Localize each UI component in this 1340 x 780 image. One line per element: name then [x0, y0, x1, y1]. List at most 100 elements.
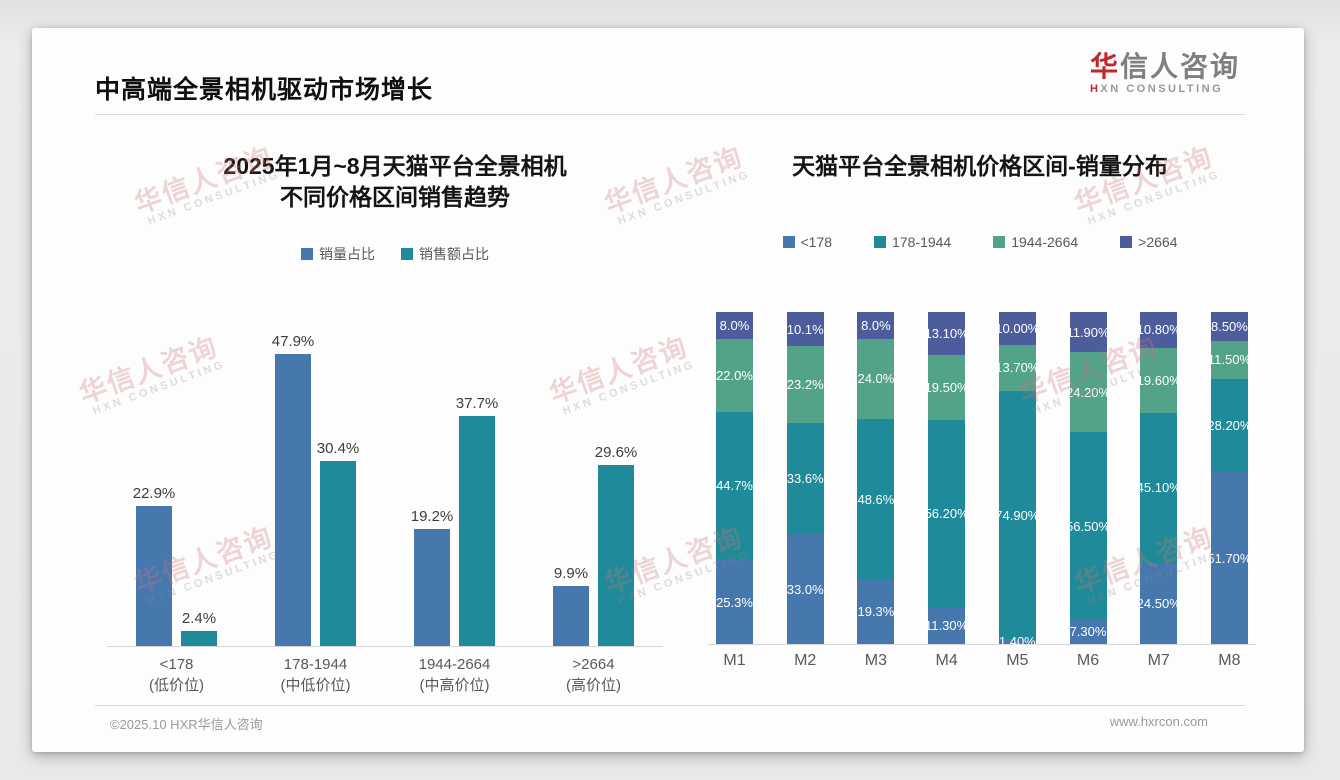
bar-value-label: 47.9%	[271, 333, 315, 350]
bar-value-label: 19.2%	[410, 508, 454, 525]
x-axis-label-line: 178-1944	[283, 656, 348, 673]
x-axis-label: M8	[1218, 652, 1241, 669]
x-axis-label: <178 (低价位)	[107, 654, 246, 696]
segment-label: 22.0%	[716, 367, 753, 383]
segment-label: 24.0%	[857, 371, 895, 387]
legend-swatch	[1120, 236, 1133, 248]
x-axis-label: M5	[1006, 652, 1029, 669]
slide-card: 中高端全景相机驱动市场增长 华信人咨询 HXN CONSULTING 2025年…	[32, 28, 1304, 752]
legend-item: 销售额占比	[401, 244, 489, 264]
segment-label: 45.10%	[1136, 480, 1181, 496]
stacked-bar: 1.40% 74.90% 13.70% 10.00%	[995, 312, 1039, 649]
legend-item: 1944-2664	[993, 234, 1078, 250]
x-axis-label-line: <178	[159, 656, 194, 673]
stack-segment: 19.50%	[925, 355, 969, 420]
left-x-axis: <178 (低价位) 178-1944 (中低价位) 1944-2664 (中高价位) >2…	[107, 654, 663, 696]
stack-segment: 33.0%	[786, 534, 824, 644]
right-x-axis: M1 M2 M3 M4 M5 M6 M7 M8	[708, 652, 1256, 670]
legend-label: 1944-2664	[1011, 234, 1079, 250]
x-axis-label-line: 1944-2664	[418, 656, 491, 673]
segment-label: 56.50%	[1065, 518, 1111, 534]
stack-segment: 56.50%	[1066, 432, 1110, 620]
bar-wrap: 9.9%	[553, 565, 589, 646]
stack-segment: 10.1%	[786, 312, 824, 346]
stack-segment: 19.60%	[1137, 347, 1181, 414]
bar-wrap: 19.2%	[411, 508, 453, 646]
x-axis-label: 1944-2664 (中高价位)	[385, 654, 524, 696]
segment-label: 23.2%	[786, 376, 824, 392]
stack-segment: 8.50%	[1210, 312, 1248, 341]
segment-label: 44.7%	[716, 478, 753, 494]
stack-segment: 11.50%	[1208, 340, 1251, 379]
legend-item: >2664	[1120, 234, 1178, 250]
right-plot-area: 25.3% 44.7% 22.0% 8.0% 33.0% 33.6% 23.2% 10.1% 1…	[708, 311, 1256, 649]
stack-segment: 11.90%	[1066, 312, 1110, 352]
stack-segment: 10.80%	[1137, 312, 1181, 348]
stack-segment: 7.30%	[1069, 619, 1107, 644]
segment-label: 33.0%	[786, 581, 824, 597]
legend-swatch	[301, 248, 313, 260]
segment-label: 56.20%	[924, 505, 969, 521]
logo-en-accent: H	[1089, 83, 1101, 95]
x-axis-label: M1	[723, 652, 746, 669]
logo-english-name: HXN CONSULTING	[1090, 82, 1240, 96]
stacked-bar: 24.50% 45.10% 19.60% 10.80%	[1137, 312, 1181, 644]
left-chart: 2025年1月~8月天猫平台全景相机 不同价格区间销售趋势 销量占比 销售额占比 …	[95, 136, 695, 721]
segment-label: 19.50%	[924, 380, 969, 396]
stack-segment: 33.6%	[786, 422, 824, 535]
logo-cn-accent: 华	[1089, 51, 1120, 82]
legend-swatch	[401, 248, 413, 260]
stack-segment: 23.2%	[786, 345, 824, 423]
segment-label: 24.20%	[1065, 384, 1111, 400]
segment-label: 48.6%	[857, 491, 895, 507]
segment-label: 25.3%	[716, 594, 753, 610]
segment-label: 8.0%	[719, 317, 750, 333]
segment-label: 10.00%	[995, 321, 1040, 337]
x-axis-label: M7	[1147, 652, 1170, 669]
bar	[459, 416, 495, 646]
bar-value-label: 30.4%	[316, 440, 360, 457]
header-divider	[95, 114, 1245, 115]
stack-segment: 10.00%	[995, 312, 1039, 346]
bar-group: 19.2% 37.7%	[385, 316, 524, 646]
segment-label: 33.6%	[786, 471, 824, 487]
stack-segment: 1.40%	[998, 634, 1036, 649]
right-chart: 天猫平台全景相机价格区间-销量分布 <178 178-1944 1944-2664 >…	[700, 136, 1260, 721]
bar	[136, 506, 172, 646]
right-chart-legend: <178 178-1944 1944-2664 >2664	[700, 234, 1260, 250]
legend-swatch	[782, 236, 795, 248]
stack-segment: 56.20%	[925, 419, 969, 607]
bar-wrap: 29.6%	[595, 444, 637, 646]
x-axis-label-line: (中低价位)	[280, 677, 351, 694]
bar-group: 47.9% 30.4%	[246, 316, 385, 646]
stack-segment: 74.90%	[995, 390, 1039, 640]
bar-wrap: 37.7%	[456, 395, 498, 646]
stack-segment: 48.6%	[857, 418, 895, 580]
stacked-bar: 7.30% 56.50% 24.20% 11.90%	[1066, 312, 1110, 644]
legend-item: <178	[782, 234, 832, 250]
x-axis-label: >2664 (高价位)	[524, 654, 663, 696]
stack-segment: 13.10%	[925, 311, 969, 356]
stack-segment: 8.0%	[857, 312, 895, 339]
left-chart-title-line2: 不同价格区间销售趋势	[280, 184, 510, 210]
stack-segment: 24.50%	[1137, 562, 1181, 644]
stack-segment: 13.70%	[995, 345, 1039, 391]
x-axis-label: M2	[794, 652, 817, 669]
legend-item: 销量占比	[301, 244, 375, 264]
x-axis-label-line: (低价位)	[149, 677, 204, 694]
bar	[553, 586, 589, 646]
stack-segment: 24.0%	[857, 338, 895, 419]
bar-value-label: 22.9%	[132, 485, 176, 502]
stack-segment: 51.70%	[1207, 472, 1251, 644]
x-axis-label: M6	[1076, 652, 1100, 669]
x-axis-label-line: (高价位)	[566, 677, 621, 694]
logo-cn-rest: 信人咨询	[1119, 51, 1240, 82]
bar-value-label: 2.4%	[181, 610, 217, 627]
stacked-bar: 51.70% 28.20% 11.50% 8.50%	[1207, 312, 1251, 644]
x-axis-label-line: (中高价位)	[419, 677, 490, 694]
bar-wrap: 47.9%	[272, 333, 314, 646]
left-chart-legend: 销量占比 销售额占比	[95, 244, 695, 264]
segment-label: 74.90%	[995, 507, 1040, 523]
segment-label: 10.1%	[786, 321, 824, 337]
stack-segment: 28.20%	[1207, 378, 1251, 473]
